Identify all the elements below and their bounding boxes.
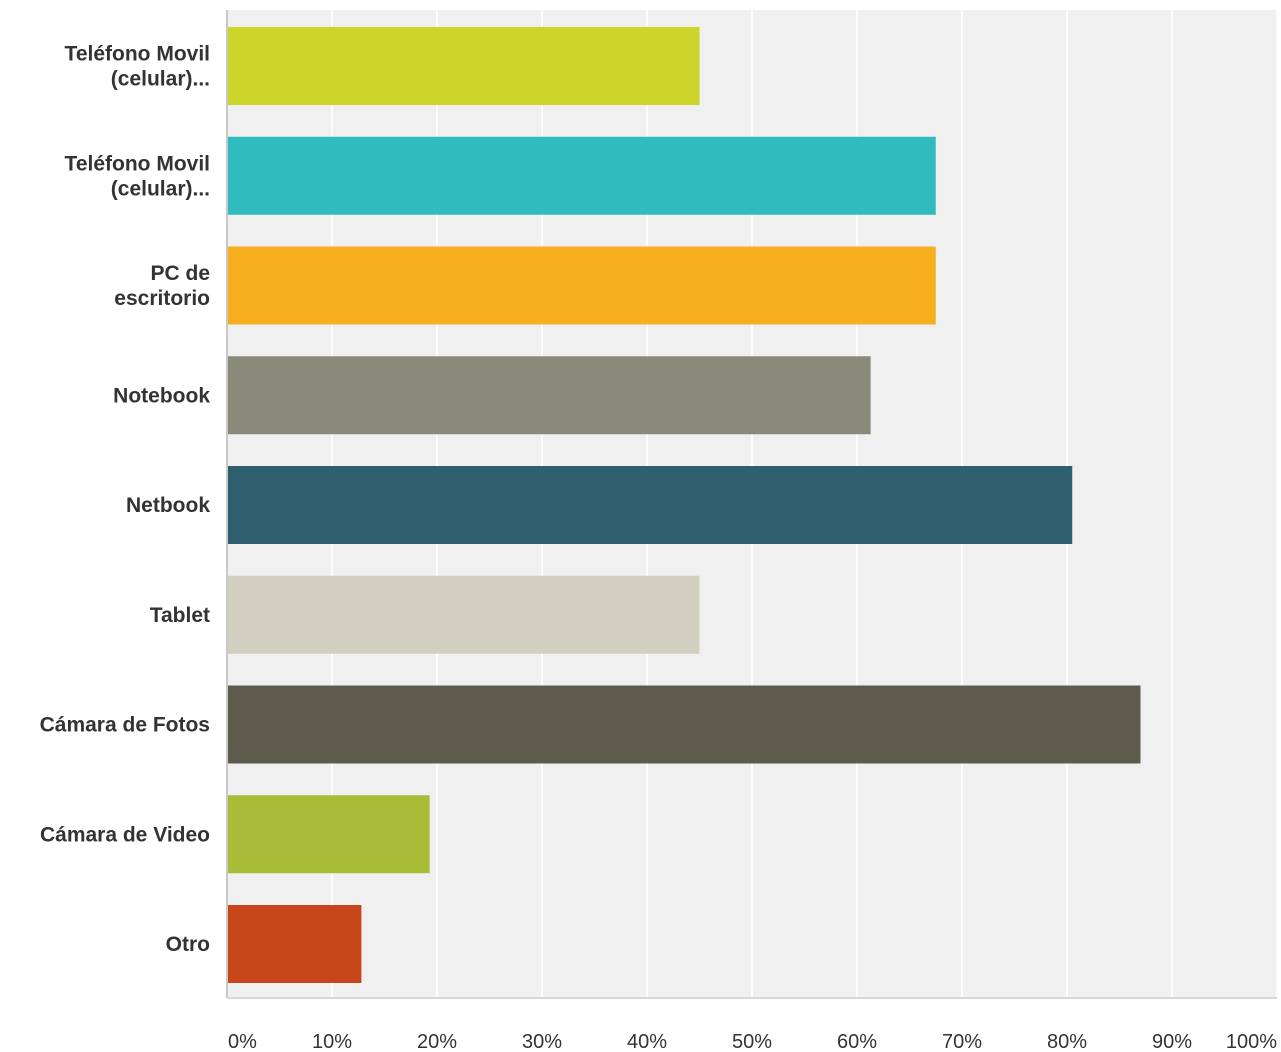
bar <box>227 27 700 105</box>
bar <box>227 685 1141 764</box>
category-label: Otro <box>166 933 210 956</box>
x-tick-label: 10% <box>312 1031 352 1052</box>
x-tick-label: 90% <box>1152 1031 1192 1052</box>
x-tick-label: 70% <box>942 1031 982 1052</box>
bars <box>227 27 1141 983</box>
x-tick-label: 60% <box>837 1031 877 1052</box>
category-label: Tablet <box>150 604 210 627</box>
x-tick-label: 100% <box>1226 1031 1277 1052</box>
bar <box>227 905 362 983</box>
bar <box>227 466 1073 544</box>
bar <box>227 246 936 325</box>
x-tick-labels: 0% 10% 20% 30% 40% 50% 60% 70% 80% 90% 100% <box>228 1031 1277 1052</box>
x-tick-label: 30% <box>522 1031 562 1052</box>
category-labels: Teléfono Movil (celular)... Teléfono Movil… <box>40 43 211 957</box>
x-tick-label: 20% <box>417 1031 457 1052</box>
category-label: Teléfono Movil (celular)... <box>65 152 210 200</box>
category-label: Teléfono Movil (celular)... <box>65 43 210 91</box>
x-tick-label: 80% <box>1047 1031 1087 1052</box>
category-label: Cámara de Fotos <box>40 714 210 737</box>
x-tick-label: 40% <box>627 1031 667 1052</box>
bar <box>227 356 871 435</box>
bar <box>227 136 936 215</box>
category-label: PC de escritorio <box>114 262 210 310</box>
x-tick-label: 0% <box>228 1031 257 1052</box>
bar <box>227 575 700 654</box>
x-tick-label: 50% <box>732 1031 772 1052</box>
bar <box>227 795 430 874</box>
category-label: Cámara de Video <box>40 823 210 846</box>
category-label: Netbook <box>126 494 210 517</box>
category-label: Notebook <box>113 384 210 407</box>
